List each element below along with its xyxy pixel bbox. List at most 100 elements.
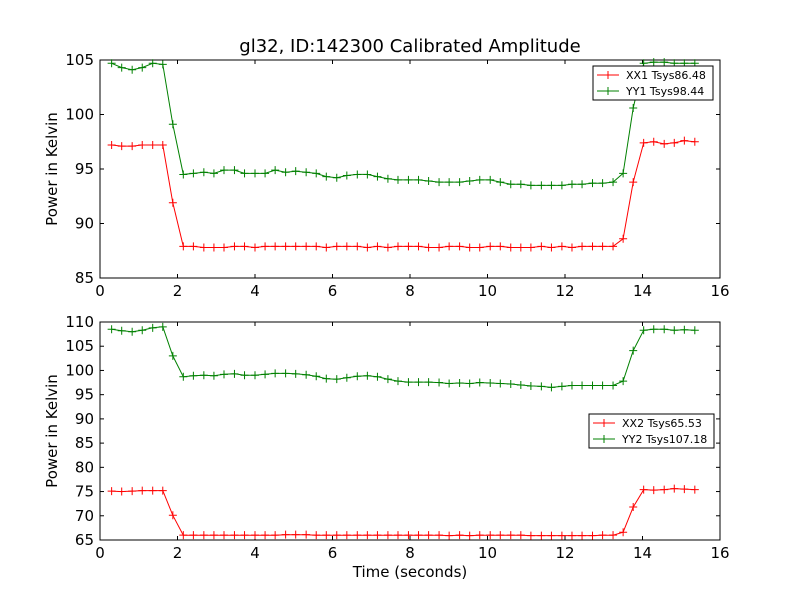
data-point-marker [353, 372, 362, 381]
chart-title: gl32, ID:142300 Calibrated Amplitude [239, 36, 580, 57]
data-point-marker [179, 372, 188, 381]
data-point-marker [363, 371, 372, 380]
data-point-marker [567, 531, 576, 540]
data-point-marker [353, 242, 362, 251]
data-point-marker [291, 369, 300, 378]
series-xx2 [107, 484, 699, 540]
y-axis-label: Power in Kelvin [43, 374, 61, 488]
data-point-marker [281, 168, 290, 177]
data-point-marker [475, 531, 484, 540]
y-tick-label: 65 [75, 531, 94, 549]
data-point-marker [475, 243, 484, 252]
data-point-marker [526, 243, 535, 252]
data-point-marker [220, 370, 228, 379]
series-xx1 [107, 136, 699, 252]
data-point-marker [383, 174, 392, 183]
data-point-marker [271, 369, 280, 378]
data-point-marker [373, 372, 382, 381]
data-point-marker [547, 383, 556, 392]
data-point-marker [598, 179, 607, 188]
data-point-marker [230, 242, 239, 251]
data-point-marker [107, 487, 116, 496]
data-point-marker [302, 530, 311, 539]
legend-label: XX2 Tsys65.53 [622, 417, 702, 430]
data-point-marker [578, 242, 587, 251]
data-point-marker [496, 242, 505, 251]
data-point-marker [251, 243, 259, 252]
data-point-marker [609, 531, 618, 540]
data-point-marker [609, 381, 618, 390]
data-point-marker [609, 178, 618, 187]
data-point-marker [189, 371, 198, 380]
data-point-marker [445, 379, 454, 388]
data-point-marker [271, 531, 280, 540]
data-point-marker [670, 138, 679, 147]
data-point-marker [373, 531, 382, 540]
data-point-marker [404, 175, 413, 184]
data-point-marker [619, 169, 628, 178]
x-tick-label: 8 [405, 544, 415, 562]
data-point-marker [128, 65, 137, 74]
data-point-marker [526, 531, 535, 540]
series-line [111, 488, 695, 537]
data-point-marker [168, 511, 177, 520]
data-point-marker [486, 175, 495, 184]
data-point-marker [414, 531, 423, 540]
data-point-marker [312, 372, 321, 381]
data-point-marker [660, 485, 669, 494]
data-point-marker [332, 173, 341, 182]
data-point-marker [199, 371, 208, 380]
x-tick-label: 14 [633, 282, 652, 300]
data-point-marker [373, 242, 382, 251]
data-point-marker [424, 176, 433, 185]
data-point-marker [547, 243, 556, 252]
data-point-marker [322, 531, 331, 540]
data-point-marker [148, 323, 157, 332]
data-point-marker [475, 378, 484, 387]
data-point-marker [670, 326, 679, 335]
data-point-marker [506, 180, 515, 189]
data-point-marker [424, 243, 433, 252]
data-point-marker [117, 142, 126, 151]
y-tick-label: 90 [75, 410, 94, 428]
data-point-marker [649, 58, 658, 67]
data-point-marker [199, 531, 208, 540]
data-point-marker [281, 369, 290, 378]
data-point-marker [619, 528, 628, 537]
data-point-marker [639, 138, 648, 147]
data-point-marker [322, 374, 331, 383]
data-point-marker [557, 242, 566, 251]
x-tick-label: 14 [633, 544, 652, 562]
data-point-marker [209, 243, 218, 252]
data-point-marker [179, 531, 188, 540]
data-point-marker [680, 485, 689, 494]
data-point-marker [578, 180, 587, 189]
data-point-marker [629, 178, 638, 187]
data-point-marker [414, 242, 423, 251]
data-point-marker [435, 531, 444, 540]
x-tick-label: 2 [173, 282, 183, 300]
data-point-marker [199, 243, 208, 252]
data-point-marker [598, 242, 607, 251]
data-point-marker [516, 243, 525, 252]
data-point-marker [445, 531, 454, 540]
series-line [111, 326, 695, 388]
y-tick-label: 85 [75, 434, 94, 452]
y-tick-label: 110 [65, 313, 94, 331]
x-tick-label: 6 [328, 544, 338, 562]
data-point-marker [302, 370, 311, 379]
legend-label: YY2 Tsys107.18 [621, 433, 707, 446]
y-tick-label: 105 [65, 51, 94, 69]
x-tick-label: 16 [710, 282, 729, 300]
legend-label: YY1 Tsys98.44 [625, 85, 704, 98]
data-point-marker [373, 172, 382, 181]
data-point-marker [332, 242, 341, 251]
data-point-marker [496, 178, 505, 187]
data-point-marker [486, 242, 495, 251]
legend-marker [600, 435, 608, 443]
data-point-marker [353, 170, 362, 179]
y-tick-label: 75 [75, 483, 94, 501]
data-point-marker [680, 325, 689, 334]
x-tick-label: 12 [555, 544, 574, 562]
legend-marker [604, 71, 612, 79]
